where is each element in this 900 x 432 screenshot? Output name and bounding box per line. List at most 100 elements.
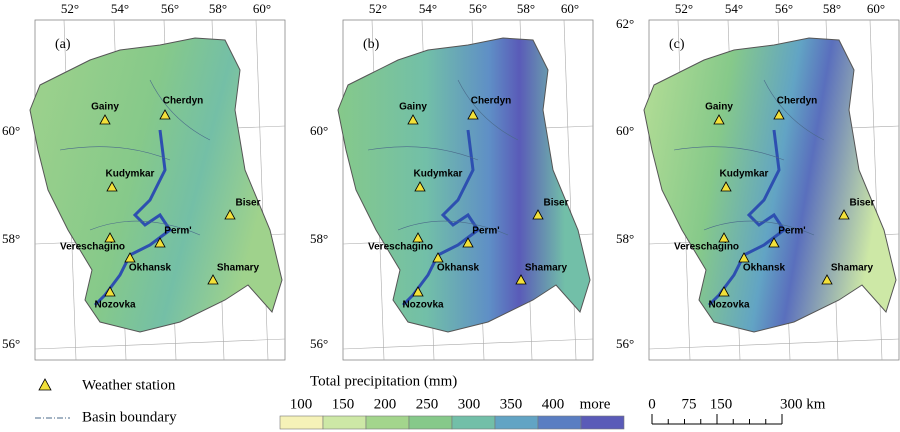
- panel-label: (b): [363, 37, 380, 52]
- lon-label: 54°: [111, 1, 129, 16]
- scale-label: 75: [682, 396, 697, 412]
- basin-boundary: [367, 79, 519, 236]
- graticule: [255, 19, 269, 361]
- legend-precip-label: 150: [332, 396, 355, 412]
- legend-precip-label: 400: [542, 396, 565, 412]
- station-marker: [414, 181, 426, 192]
- station-marker: [532, 209, 544, 220]
- legend-swatch: [451, 415, 496, 430]
- station-marker: [467, 109, 479, 120]
- lon-label: 52°: [369, 1, 387, 16]
- river: [401, 129, 481, 307]
- lon-label: 56°: [161, 1, 179, 16]
- station-label: Vereschagino: [674, 242, 739, 253]
- station-label: Biser: [849, 198, 874, 209]
- lon-label: 56°: [469, 1, 487, 16]
- station-label: Biser: [235, 198, 260, 209]
- lat-label: 58°: [2, 231, 20, 246]
- legend-swatch: [537, 415, 582, 430]
- station-marker: [104, 232, 116, 243]
- station-label: Cherdyn: [163, 96, 204, 107]
- legend-precip-label: more: [580, 396, 611, 412]
- map-panel: (b) 52° 54° 56° 58° 60° 56° 58° 60° Gainy Cherdyn K…: [310, 1, 594, 361]
- station-label: Gainy: [91, 102, 119, 113]
- station-label: Gainy: [705, 102, 733, 113]
- station-marker: [412, 232, 424, 243]
- station-label: Perm': [472, 226, 499, 237]
- station-label: Perm': [778, 226, 805, 237]
- station-label: Gainy: [399, 102, 427, 113]
- station-marker: [224, 209, 236, 220]
- lat-label: 60°: [2, 123, 20, 138]
- panel-label: (c): [669, 37, 685, 52]
- lon-label: 60°: [561, 1, 579, 16]
- station-marker: [159, 109, 171, 120]
- river: [93, 129, 173, 307]
- station-marker: [99, 114, 111, 125]
- lon-label: 52°: [675, 1, 693, 16]
- station-marker: [515, 274, 527, 285]
- legend-swatch: [365, 415, 410, 430]
- station-marker: [718, 232, 730, 243]
- station-marker: [407, 114, 419, 125]
- basin-boundary: [673, 79, 825, 236]
- station-marker: [713, 114, 725, 125]
- station-marker: [154, 237, 166, 248]
- station-label: Okhansk: [437, 263, 480, 274]
- legend-station: Weather station: [82, 377, 176, 393]
- scale-label: 300 km: [780, 396, 826, 412]
- lon-label: 54°: [419, 1, 437, 16]
- station-label: Nozovka: [708, 300, 750, 311]
- graticule: [342, 338, 594, 350]
- station-marker: [432, 252, 444, 263]
- legend-station-marker: [38, 378, 52, 391]
- graticule: [34, 338, 286, 350]
- legend-swatch: [322, 415, 367, 430]
- legend-swatch: [279, 415, 324, 430]
- station-label: Biser: [543, 198, 568, 209]
- station-label: Nozovka: [402, 300, 444, 311]
- legend-precip-label: 200: [374, 396, 397, 412]
- station-label: Shamary: [831, 263, 874, 274]
- lon-label: 56°: [775, 1, 793, 16]
- lon-label: 58°: [517, 1, 535, 16]
- legend-precip-label: 350: [500, 396, 523, 412]
- legend-swatch: [494, 415, 539, 430]
- station-label: Nozovka: [94, 300, 136, 311]
- lon-label: 54°: [725, 1, 743, 16]
- legend-precip-label: 100: [290, 396, 313, 412]
- map-panel: (c) 52° 54° 56° 58° 60° 56° 58° 60° 62° Gainy Cherd…: [616, 1, 900, 361]
- panel-frame: [342, 19, 594, 361]
- station-label: Kudymkar: [720, 169, 769, 180]
- station-marker: [720, 181, 732, 192]
- lon-label: 60°: [253, 1, 271, 16]
- basin-boundary: [59, 79, 211, 236]
- station-label: Shamary: [217, 263, 260, 274]
- lat-label: 56°: [2, 336, 20, 351]
- map-panel: (a) 52° 54° 56° 58° 60° 56° 58° 60° Gainy Cherdyn K…: [2, 1, 286, 361]
- scale-label: 0: [648, 396, 656, 412]
- lat-label: 62°: [616, 16, 634, 31]
- station-marker: [718, 286, 730, 297]
- station-label: Okhansk: [129, 263, 172, 274]
- legend-boundary: Basin boundary: [82, 409, 177, 425]
- station-label: Kudymkar: [106, 169, 155, 180]
- graticule: [563, 19, 577, 361]
- legend-swatch: [408, 415, 453, 430]
- station-label: Kudymkar: [414, 169, 463, 180]
- station-marker: [412, 286, 424, 297]
- lat-label: 56°: [310, 336, 328, 351]
- legend-precip-label: 300: [458, 396, 481, 412]
- panel-frame: [648, 19, 900, 361]
- station-marker: [738, 252, 750, 263]
- graticule: [869, 19, 883, 361]
- panel-label: (a): [55, 37, 71, 52]
- station-marker: [124, 252, 136, 263]
- lon-label: 60°: [867, 1, 885, 16]
- legend-precip-title: Total precipitation (mm): [310, 373, 457, 389]
- graticule: [648, 338, 900, 350]
- lon-label: 58°: [209, 1, 227, 16]
- station-label: Vereschagino: [368, 242, 433, 253]
- lat-label: 58°: [616, 231, 634, 246]
- station-marker: [104, 286, 116, 297]
